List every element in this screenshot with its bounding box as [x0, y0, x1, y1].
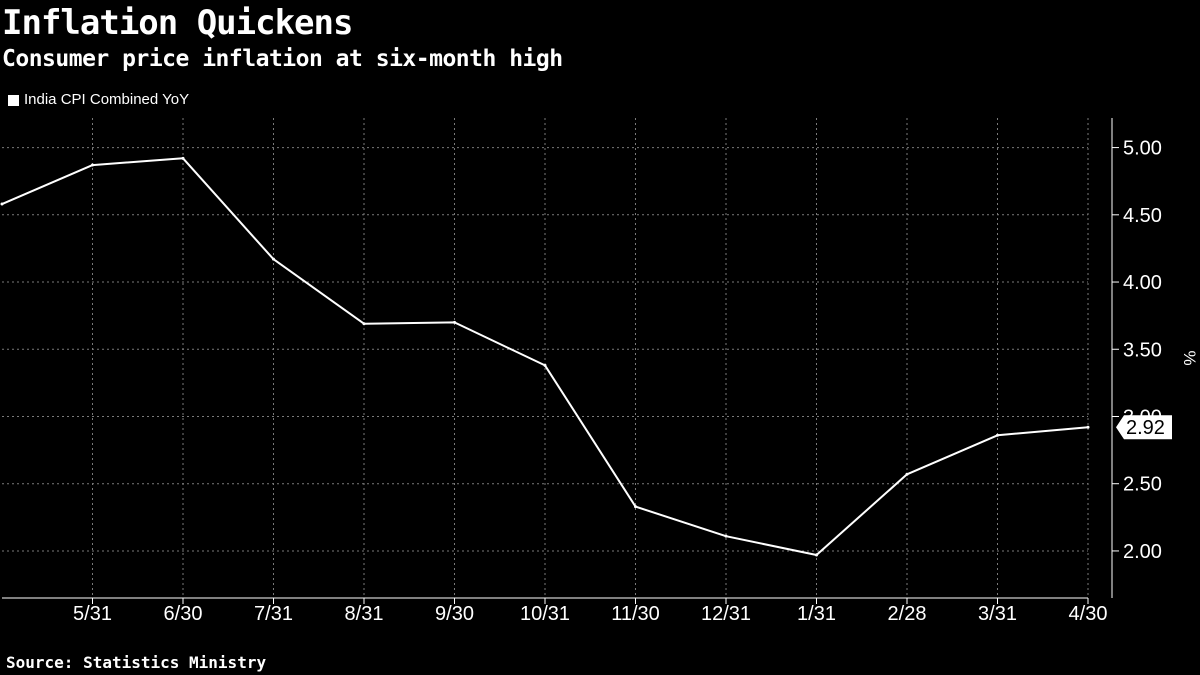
- x-tick-label: 8/31: [345, 603, 384, 625]
- horizontal-gridlines: [2, 147, 1088, 552]
- data-point: [634, 505, 637, 509]
- last-value-badge: [1116, 415, 1172, 440]
- x-tick-label: 6/30: [164, 603, 203, 625]
- x-tick-label: 2/28: [888, 603, 927, 625]
- axes: [2, 118, 1119, 604]
- series-layer: [0, 156, 1090, 557]
- data-point: [543, 363, 547, 367]
- x-tick-label: 10/31: [520, 603, 570, 625]
- y-tick-label: 2.50: [1123, 474, 1162, 496]
- x-tick-label: 3/31: [978, 603, 1017, 625]
- data-point: [0, 202, 4, 206]
- x-tick-label: 7/31: [254, 603, 293, 625]
- data-point: [996, 433, 999, 437]
- y-tick-label: 4.50: [1123, 205, 1162, 227]
- y-tick-labels: 2.002.503.003.504.004.505.00%: [1123, 138, 1199, 563]
- last-value-label: 2.92: [1126, 417, 1165, 439]
- legend: India CPI Combined YoY: [8, 90, 189, 110]
- x-tick-label: 11/30: [611, 603, 660, 625]
- x-tick-labels: 5/31 6/30 7/31 8/31 9/30 10/31 11/30 12/31 1/31 2…: [73, 603, 1107, 625]
- data-point: [724, 534, 728, 538]
- vertical-gridlines: [92, 118, 1089, 598]
- y-tick-label: 2.00: [1123, 541, 1162, 563]
- y-tick-label: 3.50: [1123, 339, 1162, 361]
- data-point: [905, 472, 909, 476]
- y-tick-label: 5.00: [1123, 138, 1162, 160]
- source-note: Source: Statistics Ministry: [6, 653, 267, 672]
- chart-title: Inflation Quickens: [2, 3, 353, 43]
- x-tick-label: 1/31: [797, 603, 836, 625]
- legend-label: India CPI Combined YoY: [24, 91, 190, 108]
- data-point: [362, 322, 366, 326]
- data-point: [1086, 425, 1090, 429]
- series-line-india-cpi: [1, 157, 1089, 556]
- y-tick-label: 4.00: [1123, 272, 1162, 294]
- data-point: [815, 553, 818, 557]
- data-point: [453, 320, 456, 324]
- x-tick-label: 4/30: [1069, 603, 1108, 625]
- x-tick-label: 9/30: [435, 603, 474, 625]
- data-point: [91, 163, 94, 167]
- x-tick-label: 12/31: [701, 603, 751, 625]
- last-value-marker: 2.92: [1116, 415, 1172, 440]
- data-point: [181, 156, 185, 160]
- y-axis-unit-label: %: [1180, 350, 1199, 365]
- data-point: [272, 257, 275, 261]
- legend-swatch-icon: [8, 94, 19, 106]
- x-tick-label: 5/31: [73, 603, 112, 625]
- chart-subtitle: Consumer price inflation at six-month hi…: [2, 46, 563, 72]
